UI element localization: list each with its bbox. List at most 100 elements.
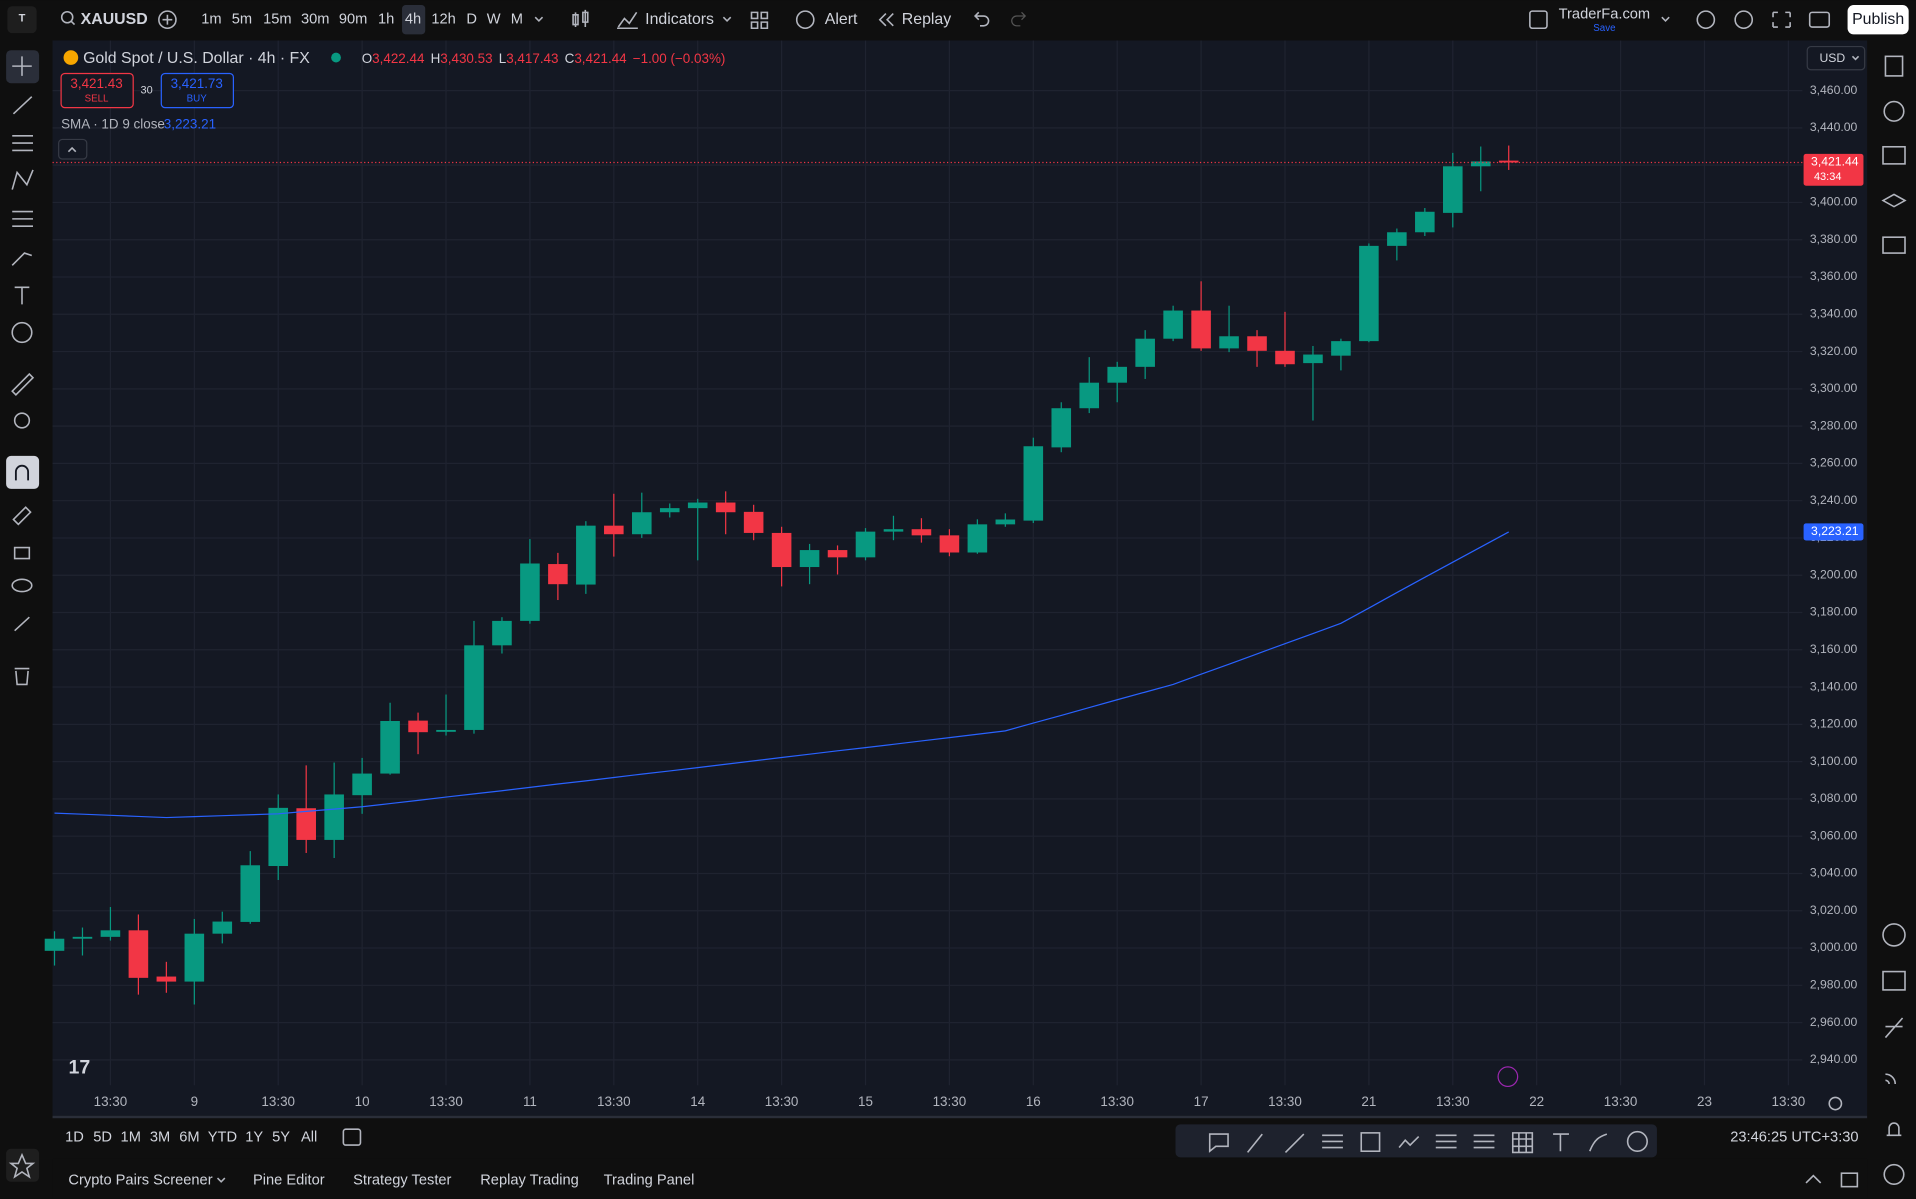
lock[interactable] xyxy=(13,546,31,560)
interval[interactable]: W xyxy=(487,12,501,28)
line-tool[interactable] xyxy=(1284,1133,1305,1153)
notify-icon[interactable] xyxy=(1886,1122,1902,1137)
price-axis xyxy=(1802,40,1867,1085)
range[interactable]: 3M xyxy=(150,1130,170,1146)
tab[interactable]: Crypto Pairs Screener xyxy=(68,1172,212,1188)
crosshair[interactable] xyxy=(12,56,32,76)
play-tool[interactable] xyxy=(1626,1130,1648,1152)
prediction[interactable] xyxy=(12,210,33,227)
curve-tool[interactable] xyxy=(1589,1133,1608,1152)
tab[interactable]: Replay Trading xyxy=(480,1172,579,1188)
chart-type-icon[interactable] xyxy=(572,9,589,28)
range[interactable]: 1D xyxy=(65,1130,84,1146)
alerts-icon[interactable] xyxy=(1883,100,1905,122)
ideas-icon[interactable] xyxy=(1884,1017,1904,1039)
ohlc: O3,422.44 H3,430.53 L3,417.43 C3,421.44 −1.0… xyxy=(362,50,726,65)
currency-button[interactable] xyxy=(1806,45,1866,71)
text-tool[interactable] xyxy=(1553,1133,1569,1152)
interval[interactable]: M xyxy=(511,12,523,28)
grid-tool[interactable] xyxy=(1511,1132,1534,1154)
interval[interactable]: 90m xyxy=(339,12,368,28)
undo[interactable] xyxy=(973,11,990,27)
ruler[interactable] xyxy=(11,372,35,396)
interval[interactable]: 12h xyxy=(431,12,455,28)
buy-button[interactable] xyxy=(160,72,235,109)
quick-search[interactable] xyxy=(1696,10,1716,30)
x-tick-label: 16 xyxy=(1026,1094,1041,1109)
interval[interactable]: 1m xyxy=(201,12,221,28)
event-marker[interactable] xyxy=(1497,1066,1519,1088)
hide[interactable] xyxy=(11,578,33,593)
text-tool[interactable] xyxy=(14,286,30,305)
collapse-panel[interactable] xyxy=(1805,1174,1822,1184)
logo[interactable] xyxy=(7,6,37,34)
layout-icon[interactable] xyxy=(750,11,769,30)
rect-tool[interactable] xyxy=(1360,1132,1381,1152)
brush[interactable] xyxy=(11,252,33,266)
settings[interactable] xyxy=(1734,10,1754,30)
channel-tool[interactable] xyxy=(1322,1134,1343,1149)
account[interactable]: TraderFa.com xyxy=(1559,7,1651,23)
interval[interactable]: D xyxy=(466,12,477,28)
patterns[interactable] xyxy=(11,169,34,190)
range[interactable]: YTD xyxy=(208,1130,237,1146)
trend-line[interactable] xyxy=(12,96,33,115)
date-range-icon[interactable] xyxy=(342,1128,362,1146)
help-icon[interactable] xyxy=(1883,1163,1905,1185)
interval[interactable]: 15m xyxy=(263,12,292,28)
checkbox[interactable] xyxy=(1529,10,1548,30)
range[interactable]: 1M xyxy=(121,1130,141,1146)
symbol[interactable]: XAUUSD xyxy=(81,11,148,28)
trash[interactable] xyxy=(14,667,30,686)
interval[interactable]: 1h xyxy=(378,12,394,28)
interval[interactable]: 5m xyxy=(232,12,252,28)
chevron[interactable] xyxy=(216,1177,226,1183)
range[interactable]: 5D xyxy=(93,1130,112,1146)
icons[interactable] xyxy=(11,321,33,344)
replay[interactable]: Replay xyxy=(902,11,951,28)
chevron[interactable] xyxy=(722,16,732,23)
magnet[interactable] xyxy=(6,455,40,489)
note-tool[interactable] xyxy=(1208,1133,1229,1153)
save[interactable]: Save xyxy=(1593,23,1615,34)
axis-settings[interactable] xyxy=(1828,1096,1843,1111)
publish-button[interactable] xyxy=(1847,5,1909,35)
range[interactable]: 6M xyxy=(179,1130,199,1146)
sell-button[interactable] xyxy=(60,72,134,109)
stream-icon[interactable] xyxy=(1885,1073,1897,1085)
tab[interactable]: Pine Editor xyxy=(253,1172,325,1188)
interval[interactable]: 30m xyxy=(301,12,330,28)
target-icon[interactable] xyxy=(1882,923,1906,947)
pen-tool[interactable] xyxy=(1246,1133,1263,1153)
range[interactable]: 5Y xyxy=(272,1130,290,1146)
tab[interactable]: Strategy Tester xyxy=(353,1172,451,1188)
plot: 2,940.00 2,960.00 2,980.00 3,000.00 3,020.00… xyxy=(44,40,1867,1109)
fullscreen[interactable] xyxy=(1772,11,1791,28)
publish[interactable]: Publish xyxy=(1852,11,1904,28)
add-symbol[interactable] xyxy=(158,10,177,30)
fib-tool[interactable] xyxy=(1435,1134,1457,1149)
layers-icon[interactable] xyxy=(1881,193,1907,208)
alert[interactable]: Alert xyxy=(825,11,858,28)
snapshot[interactable] xyxy=(1808,11,1831,28)
indicators[interactable]: Indicators xyxy=(645,11,714,28)
range[interactable]: All xyxy=(301,1130,317,1146)
calendar-icon[interactable] xyxy=(1882,970,1906,991)
watchlist-icon[interactable] xyxy=(1884,55,1904,77)
tab[interactable]: Trading Panel xyxy=(604,1172,695,1188)
maximize-panel[interactable] xyxy=(1840,1172,1859,1188)
watchlist[interactable] xyxy=(6,1148,40,1182)
link[interactable] xyxy=(14,616,30,632)
zoom[interactable] xyxy=(13,412,31,429)
path-tool[interactable] xyxy=(1398,1135,1420,1149)
chevron[interactable] xyxy=(534,16,544,23)
range-tool[interactable] xyxy=(1473,1134,1495,1149)
stay-drawing[interactable] xyxy=(12,506,32,526)
chat-icon[interactable] xyxy=(1882,236,1906,254)
redo[interactable] xyxy=(1011,11,1027,27)
range[interactable]: 1Y xyxy=(245,1130,263,1146)
fib[interactable] xyxy=(12,134,33,152)
interval[interactable]: 4h xyxy=(405,12,421,28)
news-icon[interactable] xyxy=(1882,145,1906,165)
chevron[interactable] xyxy=(1661,16,1670,23)
